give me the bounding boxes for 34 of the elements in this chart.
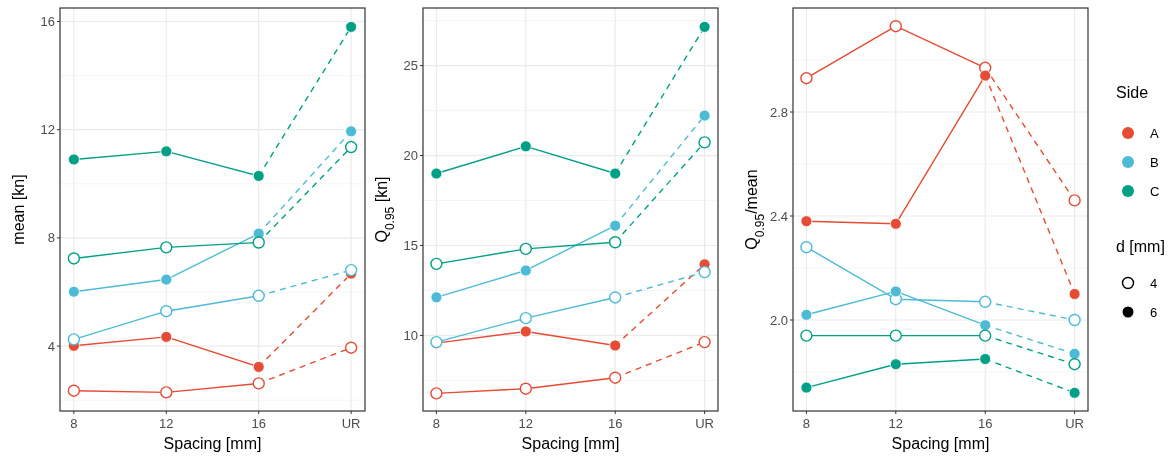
- y-tick-label: 16: [40, 14, 55, 30]
- x-tick-label: 12: [159, 416, 174, 431]
- legend-title: Side: [1116, 84, 1149, 101]
- x-tick-label: 8: [432, 416, 441, 431]
- y-tick-label: 2.8: [769, 104, 788, 120]
- x-tick-label: UR: [1065, 416, 1084, 431]
- x-tick-label: 16: [607, 416, 623, 431]
- x-axis-title: Spacing [mm]: [163, 435, 262, 452]
- x-tick-label: UR: [341, 416, 361, 431]
- y-tick-label: 4: [47, 338, 55, 354]
- y-tick-label: 8: [47, 230, 55, 246]
- x-tick-label: UR: [695, 416, 714, 431]
- legend-label: B: [1150, 154, 1159, 170]
- y-tick-label: 2.4: [769, 208, 788, 224]
- legend-label: C: [1150, 183, 1160, 199]
- x-tick-label: 16: [251, 416, 266, 431]
- y-tick-label: 25: [403, 58, 418, 74]
- text: 6: [1150, 304, 1158, 320]
- text: 4: [1150, 275, 1158, 291]
- x-tick-label: 8: [802, 416, 811, 431]
- x-tick-label: 12: [888, 416, 904, 431]
- x-tick-label: 16: [977, 416, 993, 431]
- y-tick-label: 12: [40, 122, 55, 138]
- y-tick-label: 2.0: [769, 312, 788, 328]
- y-tick-label: 20: [403, 148, 418, 164]
- x-tick-label: 8: [70, 416, 78, 431]
- y-axis-title: mean [kn]: [10, 174, 27, 245]
- text: d [mm]: [1116, 238, 1165, 255]
- x-axis-title: Spacing [mm]: [521, 435, 620, 452]
- x-axis-title: Spacing [mm]: [891, 435, 990, 452]
- y-tick-label: 15: [403, 238, 418, 254]
- legend-label: A: [1150, 125, 1159, 141]
- x-tick-label: 12: [518, 416, 534, 431]
- y-tick-label: 10: [403, 327, 418, 343]
